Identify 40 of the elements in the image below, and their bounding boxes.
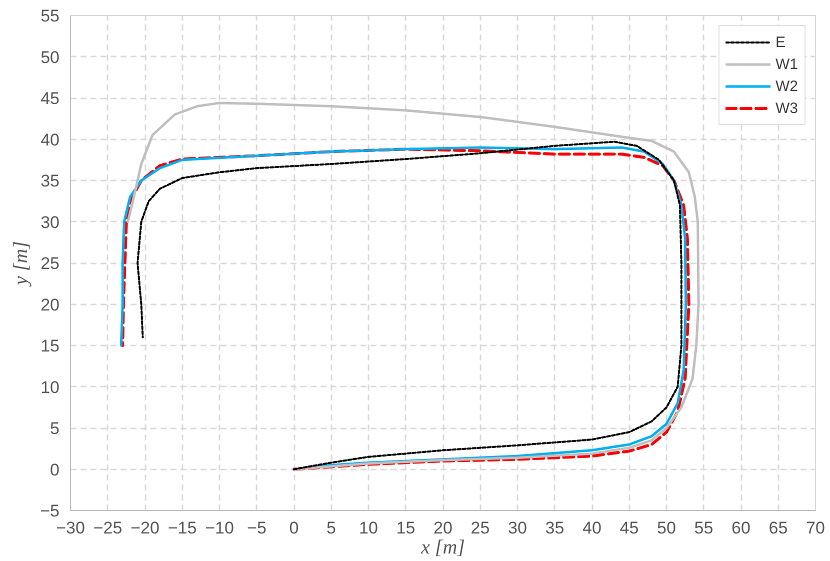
- y-tick-label: 35: [40, 172, 60, 190]
- x-tick-label: −30: [56, 518, 85, 538]
- legend-label: E: [776, 34, 787, 50]
- legend-label: W3: [776, 100, 798, 116]
- legend-label: W1: [776, 56, 798, 72]
- x-tick-label: 50: [657, 518, 676, 538]
- x-tick-label: 15: [396, 518, 416, 538]
- y-tick-label: 30: [40, 212, 60, 232]
- y-tick-label: 20: [40, 295, 60, 314]
- y-tick-label: −5: [40, 502, 60, 520]
- x-tick-label: 25: [470, 518, 490, 538]
- x-tick-label: 65: [768, 518, 788, 538]
- y-tick-label: 5: [50, 419, 60, 438]
- x-tick-label: −10: [205, 518, 234, 538]
- x-tick-label: −5: [247, 518, 266, 538]
- x-tick-label: 45: [620, 518, 639, 538]
- y-tick-label: 15: [40, 336, 60, 356]
- x-tick-label: −20: [130, 518, 160, 538]
- y-tick-label: 0: [50, 460, 60, 480]
- x-tick-label: 20: [434, 518, 452, 538]
- x-tick-label: 60: [732, 518, 750, 538]
- x-tick-label: 55: [694, 518, 714, 538]
- y-tick-label: 25: [40, 254, 60, 273]
- x-tick-label: 0: [289, 518, 299, 538]
- x-tick-label: 35: [545, 518, 564, 538]
- y-axis-title: y [m]: [10, 241, 32, 287]
- x-tick-label: −15: [168, 518, 197, 538]
- x-tick-label: 5: [326, 518, 336, 538]
- x-axis-title: x [m]: [420, 536, 465, 558]
- y-tick-label: 55: [40, 6, 60, 26]
- y-tick-label: 50: [40, 48, 60, 67]
- y-tick-label: 45: [40, 89, 60, 108]
- y-tick-label: 40: [40, 130, 60, 150]
- x-tick-label: 10: [359, 518, 378, 538]
- legend-label: W2: [776, 78, 798, 94]
- x-tick-label: 40: [582, 518, 602, 538]
- x-tick-label: −25: [93, 518, 122, 538]
- y-tick-label: 10: [40, 378, 60, 397]
- x-tick-label: 30: [508, 518, 527, 538]
- x-tick-label: 70: [806, 518, 825, 538]
